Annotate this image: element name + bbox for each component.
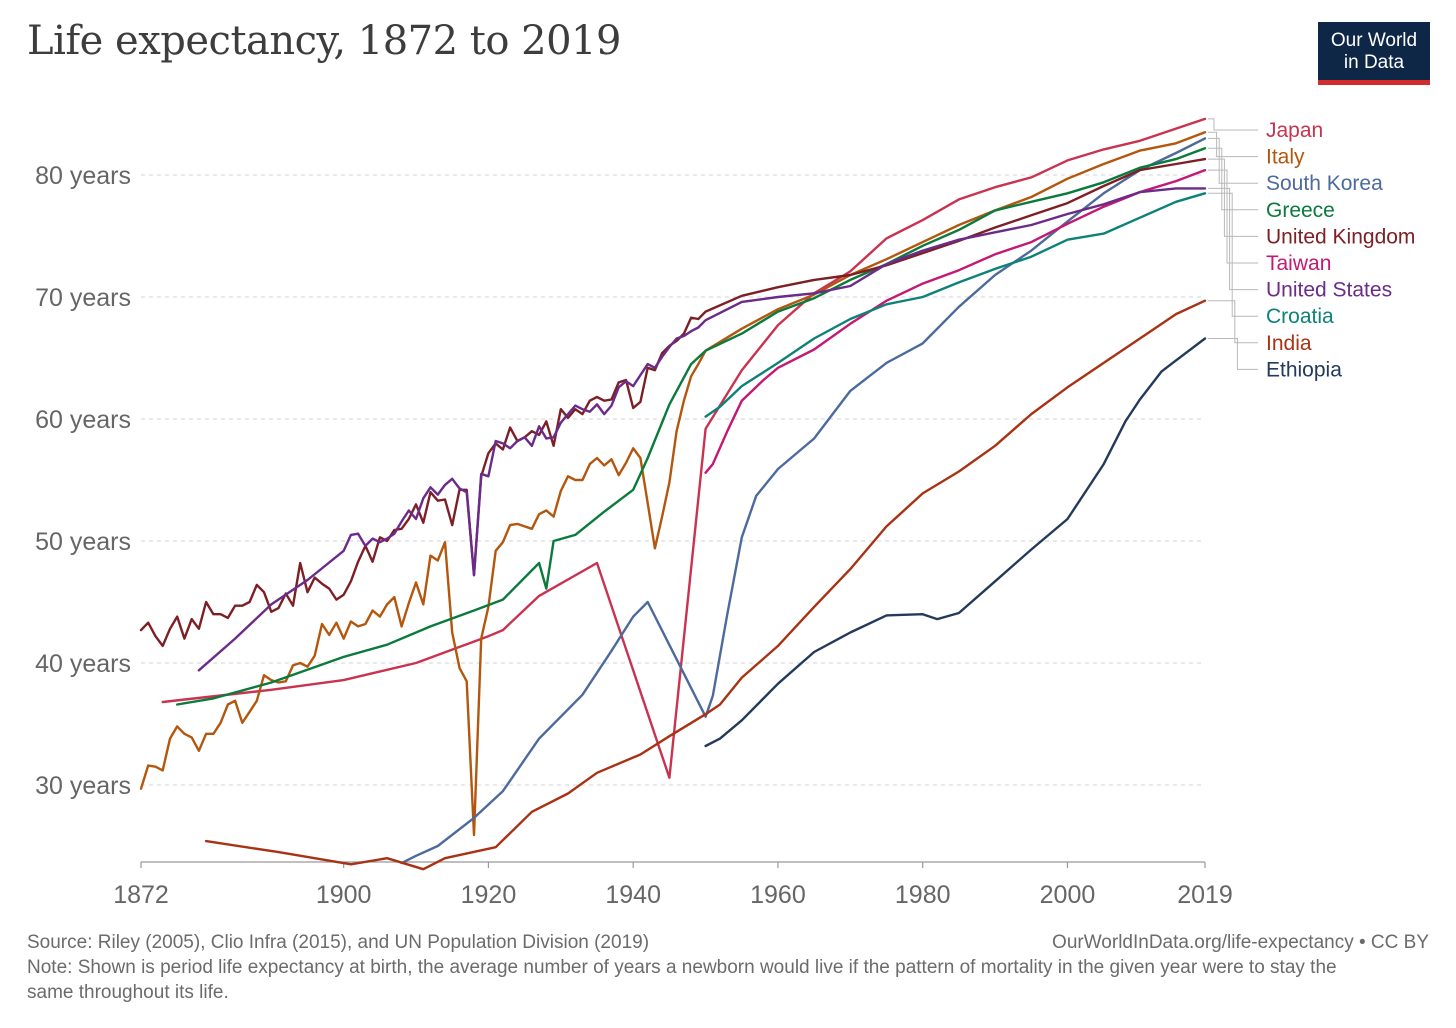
legend-connector-united-states — [1208, 187, 1258, 291]
life-expectancy-chart: 1872 1900 1920 1940 1960 1980 2000 2019 30 year… — [35, 117, 1415, 909]
series-line-croatia[interactable] — [704, 192, 1207, 418]
x-tick-label: 1900 — [316, 881, 372, 909]
legend-label-united-states[interactable]: United States — [1266, 279, 1392, 302]
x-tick-label: 2000 — [1040, 881, 1096, 909]
series-lines — [139, 117, 1207, 871]
legend-connector-united-kingdom — [1208, 158, 1258, 237]
x-tick-label: 1960 — [750, 881, 806, 909]
y-axis: 30 years 40 years 50 years 60 years 70 years… — [35, 162, 131, 800]
legend-label-india[interactable]: India — [1266, 332, 1312, 355]
logo-line-1: Our World — [1330, 30, 1418, 51]
legend-label-greece[interactable]: Greece — [1266, 199, 1335, 222]
series-line-south-korea[interactable] — [400, 137, 1207, 865]
methodology-note: Note: Shown is period life expectancy at… — [27, 957, 1337, 1003]
x-axis: 1872 1900 1920 1940 1960 1980 2000 2019 — [113, 861, 1233, 909]
source-note: Source: Riley (2005), Clio Infra (2015),… — [27, 932, 650, 953]
series-line-japan[interactable] — [161, 117, 1207, 779]
series-line-greece[interactable] — [176, 147, 1207, 706]
gridlines — [141, 174, 1205, 786]
y-tick-label: 50 years — [35, 528, 131, 556]
legend-label-south-korea[interactable]: South Korea — [1266, 172, 1383, 195]
series-line-ethiopia[interactable] — [704, 337, 1207, 748]
y-tick-label: 70 years — [35, 284, 131, 312]
y-tick-label: 60 years — [35, 406, 131, 434]
legend-connector-italy — [1208, 131, 1258, 158]
legend-label-italy[interactable]: Italy — [1266, 146, 1305, 169]
legend-label-japan[interactable]: Japan — [1266, 119, 1323, 142]
legend-connector-ethiopia — [1208, 338, 1258, 370]
legend-label-taiwan[interactable]: Taiwan — [1266, 252, 1331, 275]
x-tick-label: 1872 — [113, 881, 169, 909]
y-tick-label: 40 years — [35, 650, 131, 678]
legend-connector-india — [1208, 300, 1258, 344]
legend-label-croatia[interactable]: Croatia — [1266, 305, 1334, 328]
credit-link[interactable]: OurWorldInData.org/life-expectancy • CC … — [1052, 932, 1429, 953]
y-tick-label: 30 years — [35, 772, 131, 800]
legend-connector-taiwan — [1208, 169, 1258, 264]
legend: Japan Italy South Korea Greece United Kingdo… — [1208, 118, 1415, 381]
x-tick-label: 1940 — [605, 881, 661, 909]
chart-title: Life expectancy, 1872 to 2019 — [27, 18, 621, 64]
legend-connector-croatia — [1208, 192, 1258, 317]
series-line-united-states[interactable] — [197, 187, 1207, 672]
logo-line-2: in Data — [1343, 52, 1405, 73]
x-tick-label: 1980 — [895, 881, 951, 909]
x-tick-label: 2019 — [1177, 881, 1233, 909]
legend-connector-south-korea — [1208, 137, 1258, 184]
legend-label-ethiopia[interactable]: Ethiopia — [1266, 358, 1342, 381]
series-line-italy[interactable] — [139, 131, 1207, 837]
legend-connector-japan — [1208, 118, 1258, 131]
legend-label-united-kingdom[interactable]: United Kingdom — [1266, 225, 1415, 248]
owid-logo[interactable]: Our World in Data — [1318, 22, 1430, 85]
x-tick-label: 1920 — [461, 881, 517, 909]
logo-accent-bar — [1318, 80, 1430, 85]
series-line-taiwan[interactable] — [704, 168, 1207, 474]
series-line-india[interactable] — [204, 299, 1207, 871]
y-tick-label: 80 years — [35, 162, 131, 190]
legend-connector-greece — [1208, 147, 1258, 211]
